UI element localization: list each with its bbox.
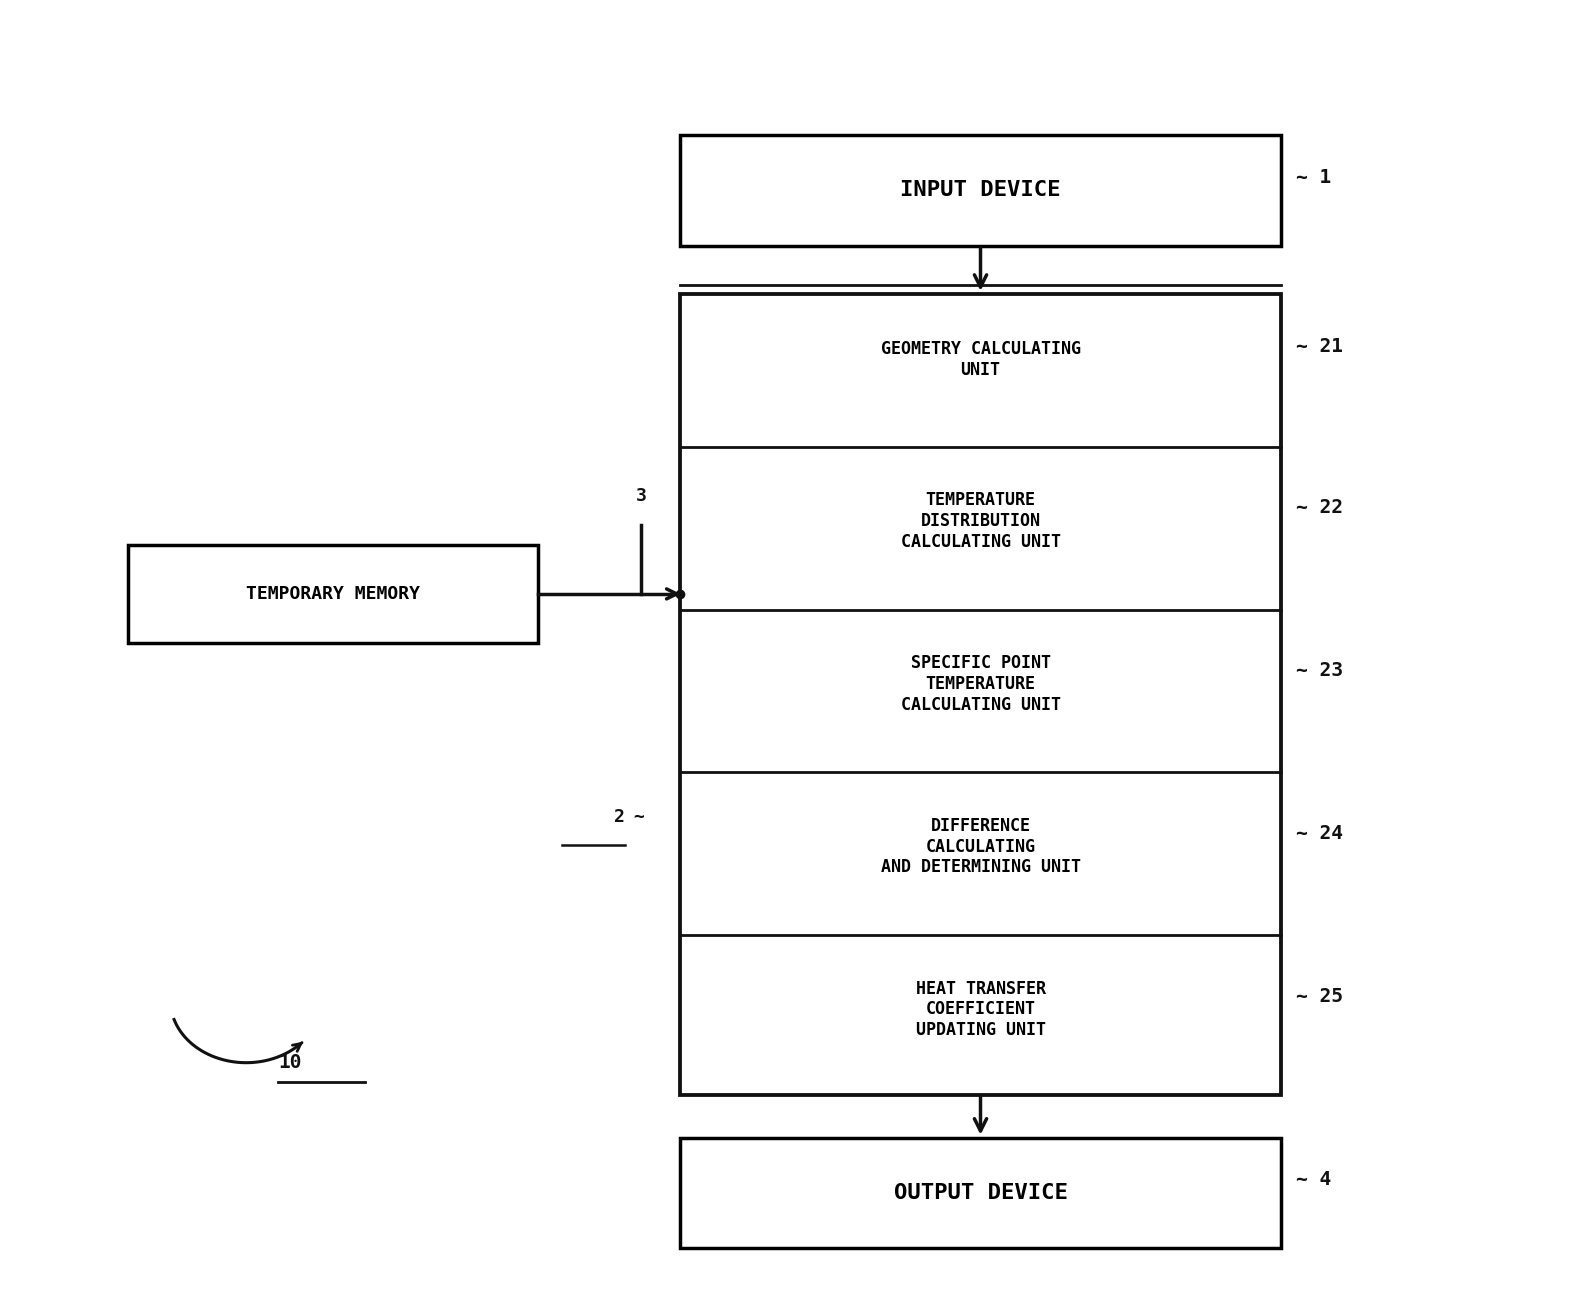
Text: ~ 21: ~ 21 <box>1296 337 1343 356</box>
Text: TEMPORARY MEMORY: TEMPORARY MEMORY <box>247 585 421 603</box>
Text: 3: 3 <box>636 487 647 505</box>
Text: ~ 24: ~ 24 <box>1296 823 1343 843</box>
Bar <box>680 1138 1280 1249</box>
Text: ~ 22: ~ 22 <box>1296 499 1343 518</box>
Text: ~: ~ <box>633 808 644 826</box>
Text: OUTPUT DEVICE: OUTPUT DEVICE <box>894 1182 1068 1203</box>
Text: DIFFERENCE
CALCULATING
AND DETERMINING UNIT: DIFFERENCE CALCULATING AND DETERMINING U… <box>881 817 1081 877</box>
Bar <box>680 134 1280 245</box>
Text: ~ 25: ~ 25 <box>1296 987 1343 1006</box>
Text: GEOMETRY CALCULATING
UNIT: GEOMETRY CALCULATING UNIT <box>881 341 1081 378</box>
Bar <box>680 294 1280 1095</box>
Text: SPECIFIC POINT
TEMPERATURE
CALCULATING UNIT: SPECIFIC POINT TEMPERATURE CALCULATING U… <box>900 654 1060 714</box>
Text: HEAT TRANSFER
COEFFICIENT
UPDATING UNIT: HEAT TRANSFER COEFFICIENT UPDATING UNIT <box>916 980 1046 1039</box>
Text: 10: 10 <box>278 1053 301 1073</box>
Text: 2: 2 <box>614 808 625 826</box>
Text: INPUT DEVICE: INPUT DEVICE <box>900 180 1062 200</box>
Text: ~ 1: ~ 1 <box>1296 167 1332 187</box>
Text: ~ 4: ~ 4 <box>1296 1171 1332 1189</box>
Bar <box>128 545 538 643</box>
Text: ~ 23: ~ 23 <box>1296 662 1343 680</box>
Text: TEMPERATURE
DISTRIBUTION
CALCULATING UNIT: TEMPERATURE DISTRIBUTION CALCULATING UNI… <box>900 491 1060 551</box>
